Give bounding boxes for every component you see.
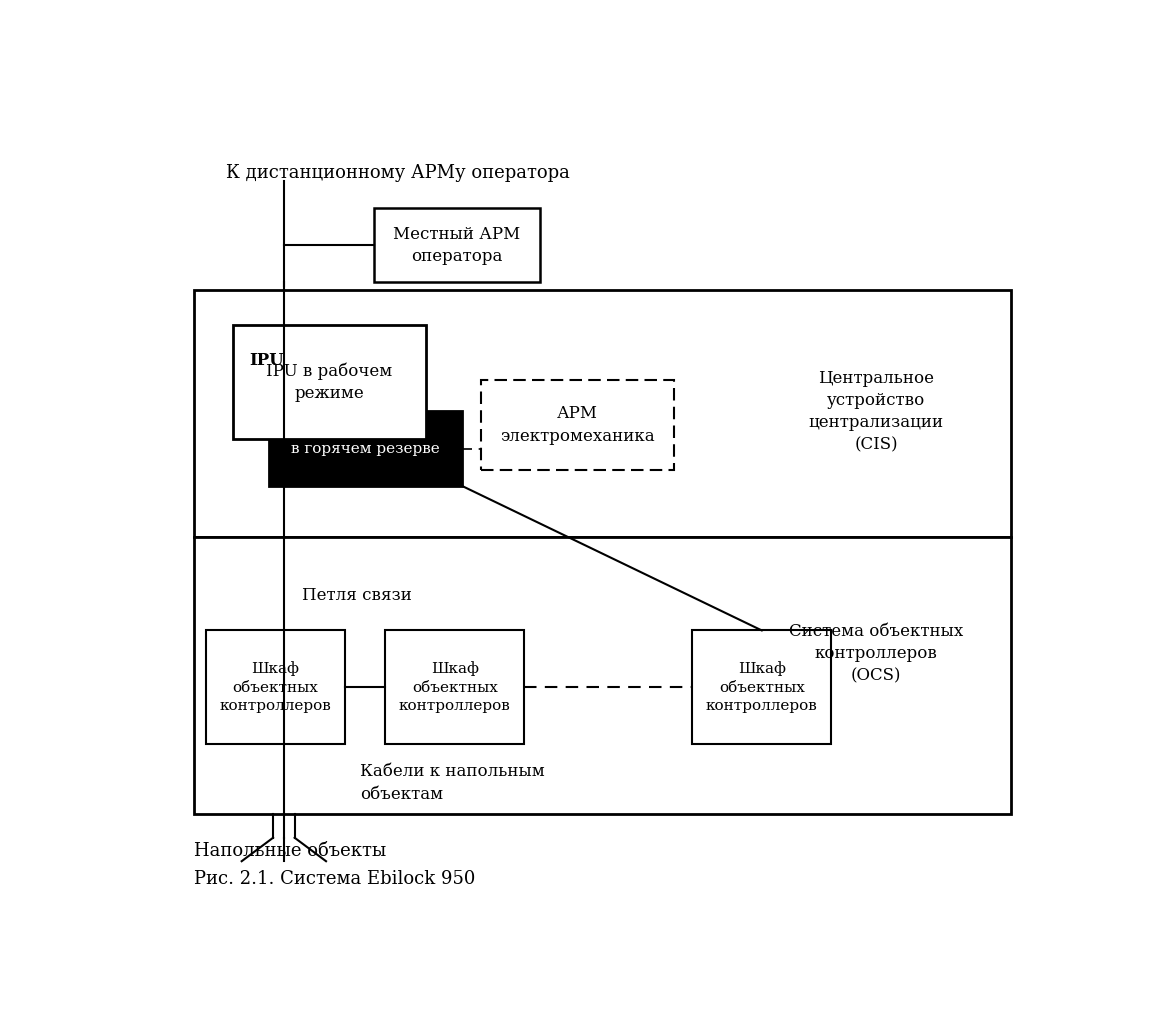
Text: Напольные объекты: Напольные объекты: [195, 842, 387, 860]
Bar: [374, 208, 540, 282]
Bar: [386, 630, 525, 744]
Bar: [206, 630, 345, 744]
Text: Центральное
устройство
централизации
(CIS): Центральное устройство централизации (CI…: [808, 370, 944, 453]
Text: в горячем резерве: в горячем резерве: [291, 442, 439, 455]
Text: К дистанционному АРМу оператора: К дистанционному АРМу оператора: [226, 164, 570, 182]
Bar: [195, 291, 1011, 536]
Text: АРМ
электромеханика: АРМ электромеханика: [500, 405, 655, 445]
Text: Шкаф
объектных
контроллеров: Шкаф объектных контроллеров: [706, 661, 818, 713]
Text: Шкаф
объектных
контроллеров: Шкаф объектных контроллеров: [220, 661, 331, 713]
Text: Кабели к напольным
объектам: Кабели к напольным объектам: [360, 763, 545, 803]
Text: IPU: IPU: [249, 352, 284, 369]
Text: Рис. 2.1. Система Ebilock 950: Рис. 2.1. Система Ebilock 950: [195, 871, 476, 888]
Bar: [269, 411, 462, 486]
Text: Петля связи: Петля связи: [302, 586, 412, 604]
Bar: [195, 536, 1011, 814]
Text: Система объектных
контроллеров
(OCS): Система объектных контроллеров (OCS): [789, 623, 963, 685]
Bar: [482, 380, 674, 470]
Text: Шкаф
объектных
контроллеров: Шкаф объектных контроллеров: [400, 661, 511, 713]
Bar: [233, 325, 426, 439]
Bar: [692, 630, 831, 744]
Text: IPU в рабочем
режиме: IPU в рабочем режиме: [266, 362, 393, 402]
Text: Местный АРМ
оператора: Местный АРМ оператора: [393, 226, 520, 265]
